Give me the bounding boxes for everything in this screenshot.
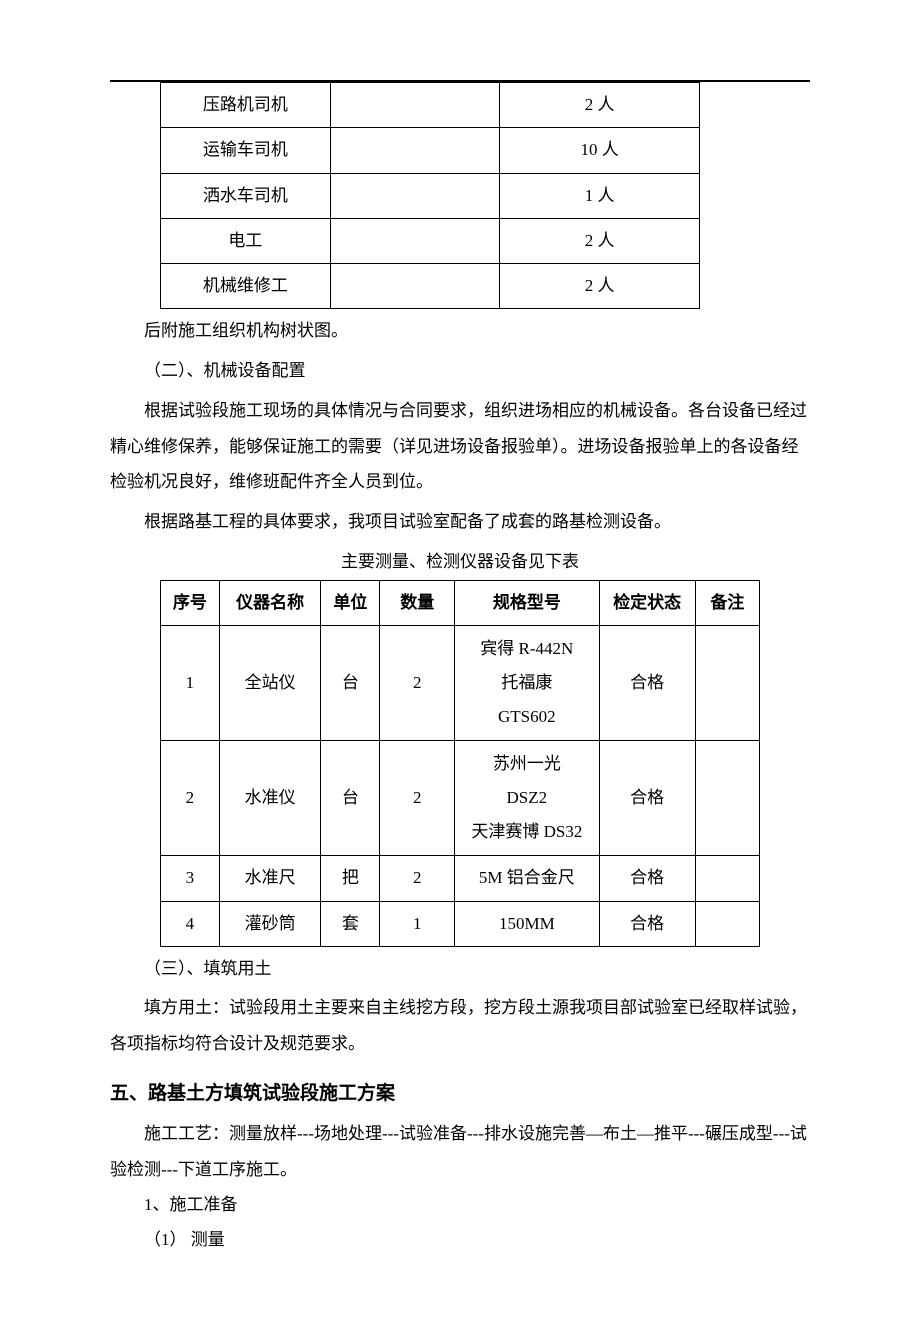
table-row: 电工 2 人 — [161, 218, 700, 263]
count-cell: 1 人 — [500, 173, 700, 218]
qty-cell: 2 — [380, 856, 455, 901]
role-cell: 机械维修工 — [161, 264, 331, 309]
table-row: 机械维修工 2 人 — [161, 264, 700, 309]
blank-cell — [330, 264, 500, 309]
qty-cell: 1 — [380, 901, 455, 946]
table-row: 3 水准尺 把 2 5M 铝合金尺 合格 — [161, 856, 760, 901]
paragraph-lab-equipment: 根据路基工程的具体要求，我项目试验室配备了成套的路基检测设备。 — [110, 504, 810, 540]
table-row: 2 水准仪 台 2 苏州一光DSZ2天津赛博 DS32 合格 — [161, 741, 760, 856]
subheading-equipment: （二）、机械设备配置 — [110, 353, 810, 389]
header-qty: 数量 — [380, 580, 455, 625]
status-cell: 合格 — [599, 856, 695, 901]
name-cell: 灌砂筒 — [219, 901, 321, 946]
header-name: 仪器名称 — [219, 580, 321, 625]
table-row: 洒水车司机 1 人 — [161, 173, 700, 218]
role-cell: 电工 — [161, 218, 331, 263]
note-cell — [695, 741, 759, 856]
name-cell: 水准尺 — [219, 856, 321, 901]
status-cell: 合格 — [599, 741, 695, 856]
paragraph-process: 施工工艺：测量放样---场地处理---试验准备---排水设施完善—布土—推平--… — [110, 1116, 810, 1187]
header-note: 备注 — [695, 580, 759, 625]
count-cell: 2 人 — [500, 264, 700, 309]
instrument-table: 序号 仪器名称 单位 数量 规格型号 检定状态 备注 1 全站仪 台 2 宾得 … — [160, 580, 760, 947]
model-cell: 苏州一光DSZ2天津赛博 DS32 — [455, 741, 599, 856]
count-cell: 2 人 — [500, 218, 700, 263]
blank-cell — [330, 83, 500, 128]
table2-caption: 主要测量、检测仪器设备见下表 — [110, 546, 810, 578]
unit-cell: 把 — [321, 856, 380, 901]
role-cell: 压路机司机 — [161, 83, 331, 128]
header-seq: 序号 — [161, 580, 220, 625]
header-unit: 单位 — [321, 580, 380, 625]
blank-cell — [330, 218, 500, 263]
model-cell: 150MM — [455, 901, 599, 946]
unit-cell: 套 — [321, 901, 380, 946]
item-1-1-measure: （1） 测量 — [110, 1224, 810, 1256]
seq-cell: 4 — [161, 901, 220, 946]
status-cell: 合格 — [599, 901, 695, 946]
name-cell: 水准仪 — [219, 741, 321, 856]
personnel-table: 压路机司机 2 人 运输车司机 10 人 洒水车司机 1 人 电工 2 人 机械… — [160, 82, 700, 309]
table-row: 4 灌砂筒 套 1 150MM 合格 — [161, 901, 760, 946]
role-cell: 运输车司机 — [161, 128, 331, 173]
header-model: 规格型号 — [455, 580, 599, 625]
paragraph-org-tree: 后附施工组织机构树状图。 — [110, 313, 810, 349]
section-5-heading: 五、路基土方填筑试验段施工方案 — [110, 1076, 810, 1112]
unit-cell: 台 — [321, 741, 380, 856]
item-1-prep: 1、施工准备 — [110, 1189, 810, 1221]
model-cell: 宾得 R-442N托福康GTS602 — [455, 626, 599, 741]
model-cell: 5M 铝合金尺 — [455, 856, 599, 901]
blank-cell — [330, 128, 500, 173]
unit-cell: 台 — [321, 626, 380, 741]
qty-cell: 2 — [380, 741, 455, 856]
note-cell — [695, 856, 759, 901]
count-cell: 2 人 — [500, 83, 700, 128]
count-cell: 10 人 — [500, 128, 700, 173]
table-row: 压路机司机 2 人 — [161, 83, 700, 128]
blank-cell — [330, 173, 500, 218]
header-status: 检定状态 — [599, 580, 695, 625]
note-cell — [695, 626, 759, 741]
table-row: 1 全站仪 台 2 宾得 R-442N托福康GTS602 合格 — [161, 626, 760, 741]
seq-cell: 3 — [161, 856, 220, 901]
status-cell: 合格 — [599, 626, 695, 741]
seq-cell: 1 — [161, 626, 220, 741]
seq-cell: 2 — [161, 741, 220, 856]
role-cell: 洒水车司机 — [161, 173, 331, 218]
note-cell — [695, 901, 759, 946]
paragraph-fill-soil-desc: 填方用土：试验段用土主要来自主线挖方段，挖方段土源我项目部试验室已经取样试验，各… — [110, 990, 810, 1061]
qty-cell: 2 — [380, 626, 455, 741]
table-row: 运输车司机 10 人 — [161, 128, 700, 173]
table-header-row: 序号 仪器名称 单位 数量 规格型号 检定状态 备注 — [161, 580, 760, 625]
paragraph-equipment-desc: 根据试验段施工现场的具体情况与合同要求，组织进场相应的机械设备。各台设备已经过精… — [110, 393, 810, 500]
name-cell: 全站仪 — [219, 626, 321, 741]
subheading-fill-soil: （三）、填筑用土 — [110, 951, 810, 987]
